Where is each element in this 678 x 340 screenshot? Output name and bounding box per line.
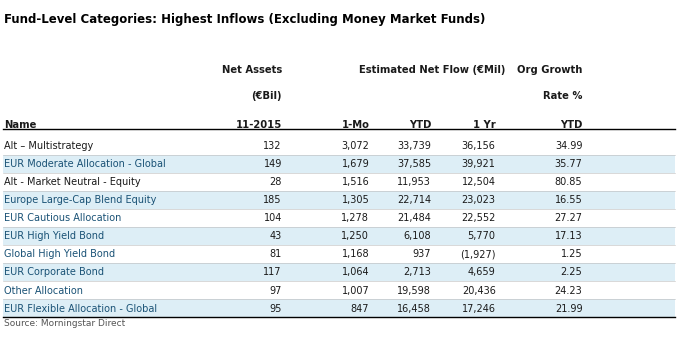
Text: Org Growth: Org Growth — [517, 65, 582, 75]
Text: 1,278: 1,278 — [342, 213, 370, 223]
Text: 1,007: 1,007 — [342, 286, 370, 295]
Text: 16,458: 16,458 — [397, 304, 431, 313]
Text: 6,108: 6,108 — [403, 232, 431, 241]
Text: 3,072: 3,072 — [342, 141, 370, 151]
Text: Source: Morningstar Direct: Source: Morningstar Direct — [4, 319, 125, 328]
Text: EUR High Yield Bond: EUR High Yield Bond — [4, 232, 104, 241]
Text: 17.13: 17.13 — [555, 232, 582, 241]
Text: EUR Moderate Allocation - Global: EUR Moderate Allocation - Global — [4, 159, 166, 169]
Text: 132: 132 — [263, 141, 282, 151]
Text: 1,516: 1,516 — [342, 177, 370, 187]
Text: 11-2015: 11-2015 — [235, 120, 282, 130]
Bar — [3, 155, 675, 173]
Text: YTD: YTD — [560, 120, 582, 130]
Text: 1-Mo: 1-Mo — [342, 120, 370, 130]
Text: 21,484: 21,484 — [397, 213, 431, 223]
Text: Alt – Multistrategy: Alt – Multistrategy — [4, 141, 94, 151]
Text: EUR Cautious Allocation: EUR Cautious Allocation — [4, 213, 121, 223]
Text: 17,246: 17,246 — [462, 304, 496, 313]
Text: Alt - Market Neutral - Equity: Alt - Market Neutral - Equity — [4, 177, 141, 187]
Text: Europe Large-Cap Blend Equity: Europe Large-Cap Blend Equity — [4, 195, 157, 205]
Text: 1,250: 1,250 — [342, 232, 370, 241]
Text: 34.99: 34.99 — [555, 141, 582, 151]
Text: Estimated Net Flow (€Mil): Estimated Net Flow (€Mil) — [359, 65, 506, 75]
Text: 937: 937 — [413, 250, 431, 259]
Text: 95: 95 — [269, 304, 282, 313]
Text: Net Assets: Net Assets — [222, 65, 282, 75]
Text: 4,659: 4,659 — [468, 268, 496, 277]
Text: 33,739: 33,739 — [397, 141, 431, 151]
Text: 97: 97 — [269, 286, 282, 295]
Text: 2,713: 2,713 — [403, 268, 431, 277]
Text: 1 Yr: 1 Yr — [473, 120, 496, 130]
Text: 35.77: 35.77 — [555, 159, 582, 169]
Text: 21.99: 21.99 — [555, 304, 582, 313]
Text: 22,552: 22,552 — [461, 213, 496, 223]
Text: YTD: YTD — [409, 120, 431, 130]
Text: 2.25: 2.25 — [561, 268, 582, 277]
Text: (€Bil): (€Bil) — [252, 91, 282, 101]
Text: Fund-Level Categories: Highest Inflows (Excluding Money Market Funds): Fund-Level Categories: Highest Inflows (… — [4, 13, 485, 26]
Text: Global High Yield Bond: Global High Yield Bond — [4, 250, 115, 259]
Text: 1.25: 1.25 — [561, 250, 582, 259]
Text: 36,156: 36,156 — [462, 141, 496, 151]
Text: 80.85: 80.85 — [555, 177, 582, 187]
Text: 23,023: 23,023 — [462, 195, 496, 205]
Text: 39,921: 39,921 — [462, 159, 496, 169]
Text: 1,168: 1,168 — [342, 250, 370, 259]
Text: 5,770: 5,770 — [468, 232, 496, 241]
Text: 28: 28 — [269, 177, 282, 187]
Text: 104: 104 — [264, 213, 282, 223]
Text: Rate %: Rate % — [543, 91, 582, 101]
Text: Name: Name — [4, 120, 37, 130]
Text: 149: 149 — [264, 159, 282, 169]
Text: EUR Flexible Allocation - Global: EUR Flexible Allocation - Global — [4, 304, 157, 313]
Text: 12,504: 12,504 — [462, 177, 496, 187]
Text: 1,305: 1,305 — [342, 195, 370, 205]
Bar — [3, 227, 675, 245]
Text: 19,598: 19,598 — [397, 286, 431, 295]
Text: 1,064: 1,064 — [342, 268, 370, 277]
Text: 20,436: 20,436 — [462, 286, 496, 295]
Bar — [3, 263, 675, 281]
Text: 27.27: 27.27 — [555, 213, 582, 223]
Text: 847: 847 — [351, 304, 370, 313]
Bar — [3, 191, 675, 209]
Text: 37,585: 37,585 — [397, 159, 431, 169]
Text: 1,679: 1,679 — [342, 159, 370, 169]
Text: (1,927): (1,927) — [460, 250, 496, 259]
Text: 11,953: 11,953 — [397, 177, 431, 187]
Text: Other Allocation: Other Allocation — [4, 286, 83, 295]
Text: 43: 43 — [270, 232, 282, 241]
Text: 117: 117 — [263, 268, 282, 277]
Text: 24.23: 24.23 — [555, 286, 582, 295]
Text: 185: 185 — [263, 195, 282, 205]
Text: 16.55: 16.55 — [555, 195, 582, 205]
Bar — [3, 299, 675, 317]
Text: 22,714: 22,714 — [397, 195, 431, 205]
Text: EUR Corporate Bond: EUR Corporate Bond — [4, 268, 104, 277]
Text: 81: 81 — [270, 250, 282, 259]
